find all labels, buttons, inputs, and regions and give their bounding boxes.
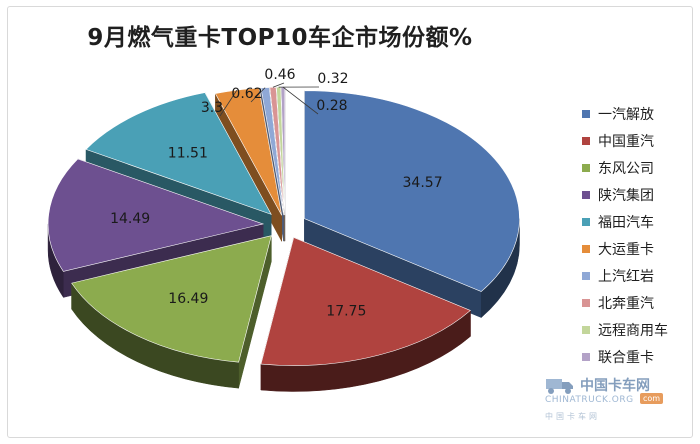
legend-swatch [582,217,590,226]
legend-label: 中国重汽 [598,133,654,150]
legend-swatch [582,109,590,118]
pie-slice-3 [71,235,272,389]
legend-swatch [582,190,590,199]
legend-label: 联合重卡 [598,349,654,366]
legend-label: 福田汽车 [598,214,654,231]
legend-item-6: 大运重卡 [582,235,692,262]
pie-slice-2 [260,237,471,392]
legend: 一汽解放中国重汽东风公司陕汽集团福田汽车大运重卡上汽红岩北奔重汽远程商用车联合重… [582,100,692,370]
watermark-badge: com [640,393,664,404]
watermark: 中国卡车网 CHINATRUCK.ORG com 中国卡车网 [545,373,685,428]
leader-line-6 [219,89,238,117]
legend-label: 东风公司 [598,160,654,177]
leader-line-7 [250,87,266,103]
data-label-9: 0.32 [317,71,348,87]
chart-title: 9月燃气重卡TOP10车企市场份额% [87,25,473,51]
legend-swatch [582,325,590,334]
leader-line-10 [282,86,319,115]
legend-item-4: 陕汽集团 [582,181,692,208]
pie-slice-4 [47,158,265,299]
legend-label: 大运重卡 [598,241,654,258]
legend-label: 北奔重汽 [598,295,654,312]
legend-label: 一汽解放 [598,106,654,123]
legend-item-2: 中国重汽 [582,127,692,154]
watermark-brand: 中国卡车网 [580,378,650,394]
data-label-1: 34.57 [403,175,443,191]
legend-item-7: 上汽红岩 [582,262,692,289]
legend-swatch [582,352,590,361]
legend-item-9: 远程商用车 [582,316,692,343]
pie-slice-1 [304,90,520,319]
watermark-domain: CHINATRUCK.ORG [545,395,634,405]
leader-line-8 [272,82,285,88]
legend-item-1: 一汽解放 [582,100,692,127]
data-label-7: 0.62 [231,86,262,102]
legend-swatch [582,271,590,280]
legend-label: 远程商用车 [598,322,668,339]
data-label-5: 11.51 [168,145,208,161]
legend-item-10: 联合重卡 [582,343,692,370]
legend-label: 上汽红岩 [598,268,654,285]
legend-item-3: 东风公司 [582,154,692,181]
legend-item-5: 福田汽车 [582,208,692,235]
truck-logo-icon [546,379,573,394]
legend-label: 陕汽集团 [598,187,654,204]
data-label-4: 14.49 [110,211,150,227]
data-label-8: 0.46 [264,67,295,83]
data-label-10: 0.28 [316,98,347,114]
data-label-2: 17.75 [326,303,366,319]
legend-swatch [582,163,590,172]
legend-item-8: 北奔重汽 [582,289,692,316]
legend-swatch [582,244,590,253]
watermark-tagline: 中国卡车网 [545,412,600,421]
legend-swatch [582,298,590,307]
data-label-3: 16.49 [168,291,208,307]
data-label-6: 3.3 [201,100,223,116]
legend-swatch [582,136,590,145]
